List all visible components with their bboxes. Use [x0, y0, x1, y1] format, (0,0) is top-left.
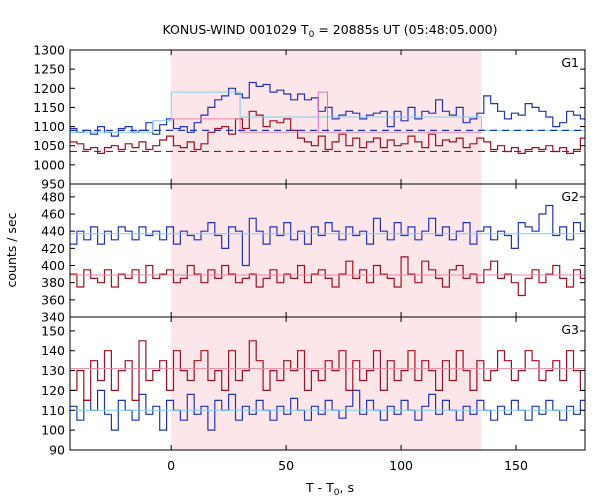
x-tick-label: 50: [278, 458, 294, 473]
panel-label: G1: [561, 55, 579, 70]
y-tick-label: 400: [41, 258, 65, 273]
y-tick-label: 130: [41, 363, 65, 378]
series-pink-g1: [171, 118, 482, 133]
y-tick-label: 950: [41, 177, 65, 192]
panel-label: G2: [561, 189, 579, 204]
series-red-g2: [70, 256, 585, 297]
y-tick-label: 440: [41, 224, 65, 239]
panel-frame: [69, 316, 586, 451]
panel-g1: 950 1000 1050 1100 1150 1200 1250 1300 G1: [33, 43, 586, 192]
y-tick-label: 150: [41, 323, 65, 338]
y-tick-label: 420: [41, 241, 65, 256]
shaded-interval: [171, 50, 482, 450]
panel-label: G3: [561, 322, 579, 337]
y-tick-label: 1250: [33, 62, 65, 77]
series-light_blue-g1: [70, 91, 585, 133]
series-blue-g1: [70, 81, 585, 137]
y-tick-label: 380: [41, 275, 65, 290]
y-tick-label: 110: [41, 403, 65, 418]
chart-title: KONUS-WIND 001029 T0 = 20885s UT (05:48:…: [162, 22, 497, 40]
y-tick-label: 1150: [33, 100, 65, 115]
y-tick-label: 460: [41, 207, 65, 222]
y-tick-label: 1000: [33, 157, 65, 172]
y-tick-label: 480: [41, 189, 65, 204]
y-tick-label: 340: [41, 310, 65, 325]
y-tick-label: 140: [41, 343, 65, 358]
y-tick-label: 1050: [33, 138, 65, 153]
x-tick-label: 0: [167, 458, 175, 473]
series-blue-g3: [70, 389, 585, 431]
series-magenta-g1: [317, 91, 328, 133]
x-tick-label: 100: [389, 458, 413, 473]
series-blue-g2: [70, 204, 585, 267]
plot-area-g1: [70, 81, 585, 154]
y-tick-label: 120: [41, 383, 65, 398]
series-red-g1: [70, 110, 585, 154]
panel-g3: 90 100 110 120 130 140 150 G3: [41, 316, 586, 458]
series-red-g3: [70, 340, 585, 401]
y-axis-label: counts / sec: [4, 212, 19, 287]
y-tick-label: 1100: [33, 119, 65, 134]
plot-area-g3: [70, 340, 585, 431]
y-tick-label: 1300: [33, 43, 65, 58]
plot-area-g2: [70, 204, 585, 297]
x-axis-label: T - T0, s: [305, 480, 354, 498]
y-tick-label: 90: [49, 443, 65, 458]
x-tick-label: 150: [504, 458, 528, 473]
panels-group: 9501000105011001150120012501300G13403603…: [33, 43, 586, 473]
y-tick-label: 360: [41, 292, 65, 307]
y-tick-label: 100: [41, 423, 65, 438]
y-tick-label: 1200: [33, 81, 65, 96]
